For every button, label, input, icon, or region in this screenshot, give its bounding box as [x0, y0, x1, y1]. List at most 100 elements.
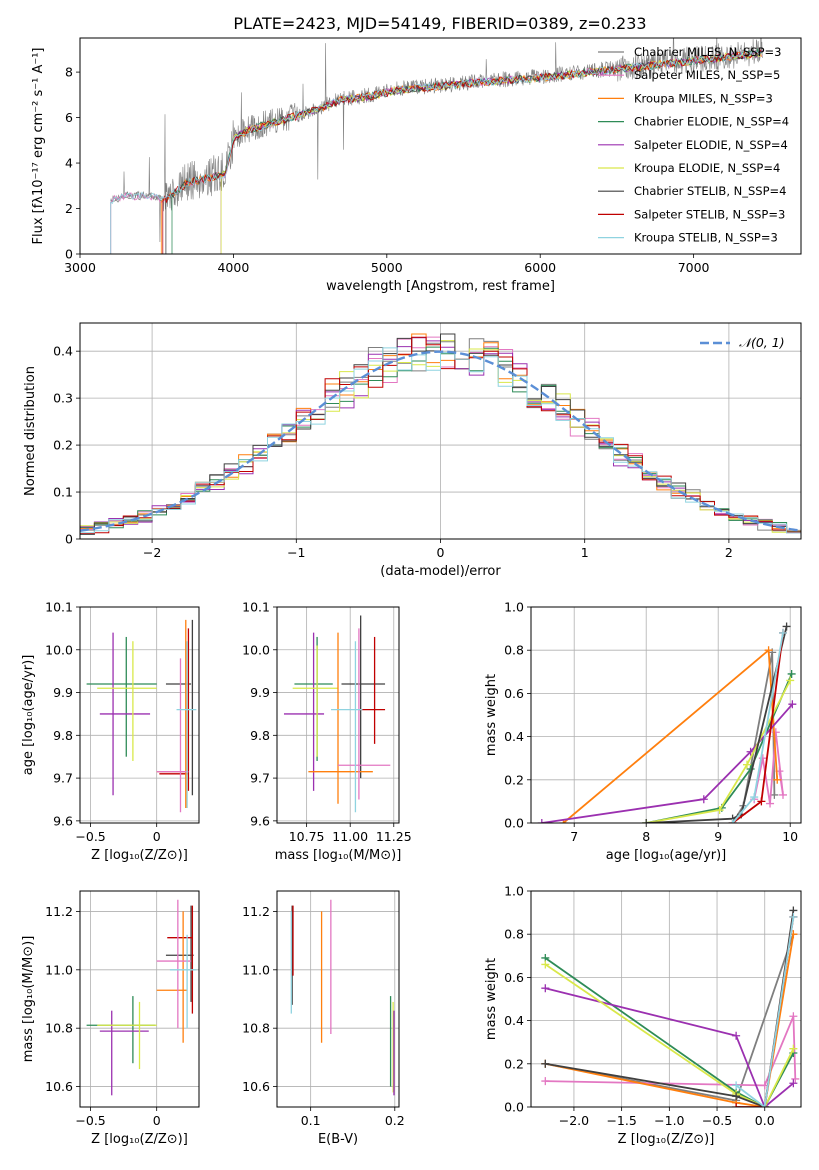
weight-marker — [787, 669, 796, 678]
weight-line — [545, 1015, 797, 1087]
plot-area — [283, 615, 391, 813]
plot-area — [290, 899, 395, 1096]
x-tick-label: 10.75 — [289, 829, 325, 844]
legend-label: Chabrier STELIB, N_SSP=4 — [634, 184, 786, 198]
chart-spectrum: 3000 4000 5000 6000 7000 0 2 4 6 8 wavelength [Ang… — [31, 37, 802, 294]
model-spectrum — [220, 50, 763, 254]
x-tick-label: −2.0 — [559, 1113, 589, 1128]
axes-border — [276, 606, 400, 824]
y-tick-label: 10.0 — [45, 642, 73, 657]
weight-marker — [766, 799, 775, 808]
axes-border — [530, 890, 802, 1108]
x-tick-label: 2 — [725, 545, 733, 560]
weight-marker — [750, 793, 759, 802]
axes-border — [79, 37, 802, 255]
y-tick-label: 11.2 — [45, 904, 73, 919]
y-tick-label: 10.6 — [45, 1079, 73, 1094]
model-spectrum — [110, 50, 763, 254]
weight-marker — [757, 797, 766, 806]
y-tick-label: 0.4 — [504, 1013, 524, 1028]
x-tick-label: 0 — [437, 545, 445, 560]
weight-line — [544, 957, 795, 1107]
y-tick-label: 0 — [65, 247, 73, 262]
weight-marker — [743, 760, 751, 769]
legend-label: Salpeter STELIB, N_SSP=3 — [634, 207, 785, 221]
y-tick-label: 0.3 — [53, 391, 73, 406]
x-axis-label: wavelength [Angstrom, rest frame] — [326, 279, 555, 294]
y-axis-label: mass [log₁₀(M/M⊙)] — [21, 936, 36, 1063]
legend: Chabrier MILES, N_SSP=3 Salpeter MILES, N… — [598, 45, 789, 245]
normal-curve — [80, 350, 799, 532]
weight-marker — [642, 819, 651, 823]
weight-marker — [715, 806, 724, 815]
chart-age_vs_Z: −0.5 0 9.6 9.7 9.8 9.9 10.0 10.1 Z [log₁₀(Z/Z⊙)]… — [21, 600, 200, 863]
legend-label: Salpeter MILES, N_SSP=5 — [634, 68, 780, 82]
x-tick-label: 9 — [714, 829, 722, 844]
x-axis-label: age [log₁₀(age/yr)] — [606, 848, 727, 863]
y-tick-label: 9.8 — [53, 728, 73, 743]
legend-label: Kroupa ELODIE, N_SSP=4 — [634, 161, 780, 175]
weight-marker — [699, 795, 708, 804]
y-tick-label: 9.7 — [53, 771, 73, 786]
axes-frame: −2 −1 0 1 2 0 0.1 0.2 0.3 0.4 (data-model)/error No… — [23, 322, 802, 579]
weight-marker — [764, 646, 773, 655]
x-tick-label: −1 — [287, 545, 305, 560]
weight-marker — [728, 819, 737, 823]
y-tick-label: 1.0 — [504, 600, 524, 615]
weight-marker — [541, 1059, 550, 1068]
chart-age_vs_mass: 10.75 11.00 11.25 9.6 9.7 9.8 9.9 10.0 10.1 mass … — [242, 600, 412, 864]
weight-marker — [541, 1077, 550, 1086]
weight-marker — [773, 775, 782, 784]
chart-mass_vs_EBV: 0.1 0.2 10.6 10.8 11.0 11.2 E(B-V) — [242, 890, 405, 1147]
gridlines — [80, 891, 199, 1107]
x-tick-label: −1.0 — [654, 1113, 684, 1128]
weight-marker — [789, 1012, 798, 1021]
y-tick-label: 0.4 — [53, 344, 73, 359]
y-tick-label: 0 — [65, 532, 73, 547]
weight-line — [544, 963, 795, 1107]
y-tick-label: 9.9 — [250, 685, 270, 700]
chart-mass_vs_Z: −0.5 0 10.6 10.8 11.0 11.2 Z [log₁₀(Z/Z⊙)] mass… — [21, 890, 200, 1147]
y-tick-label: 11.2 — [242, 904, 270, 919]
weight-marker — [732, 1081, 741, 1090]
y-tick-label: 0.8 — [504, 643, 524, 658]
residual-histogram — [80, 347, 801, 534]
weight-marker — [732, 1103, 741, 1107]
y-tick-label: 10.1 — [45, 600, 73, 615]
x-axis-label: mass [log₁₀(M/M⊙)] — [275, 848, 402, 863]
y-tick-label: 10.1 — [242, 600, 270, 615]
x-tick-label: 7000 — [678, 260, 710, 275]
weight-line — [646, 679, 792, 823]
x-tick-label: 1 — [581, 545, 589, 560]
y-tick-label: 10.6 — [242, 1079, 270, 1094]
x-tick-label: 0 — [153, 1113, 161, 1128]
y-tick-label: 0.0 — [504, 816, 524, 831]
weight-marker — [786, 676, 795, 685]
y-tick-label: 9.6 — [53, 813, 73, 828]
y-tick-label: 0.2 — [504, 772, 524, 787]
x-axis-label: (data-model)/error — [380, 564, 501, 579]
x-tick-label: 11.25 — [376, 829, 412, 844]
weight-marker — [537, 819, 546, 823]
y-tick-label: 1.0 — [504, 884, 524, 899]
legend-label: Chabrier ELODIE, N_SSP=4 — [634, 115, 789, 129]
axes-border — [79, 606, 200, 824]
y-tick-label: 4 — [65, 156, 73, 171]
weight-marker — [788, 700, 797, 709]
x-tick-label: −0.5 — [702, 1113, 732, 1128]
x-axis-label: E(B-V) — [318, 1132, 358, 1147]
axes-frame: 3000 4000 5000 6000 7000 0 2 4 6 8 wavelength [Ang… — [31, 37, 802, 294]
y-tick-label: 11.0 — [45, 962, 73, 977]
y-tick-label: 10.8 — [45, 1021, 73, 1036]
x-tick-label: −0.5 — [75, 1113, 105, 1128]
plot-area — [537, 622, 797, 823]
y-tick-label: 9.9 — [53, 685, 73, 700]
plot-area — [86, 899, 197, 1096]
x-tick-label: 0 — [153, 829, 161, 844]
y-tick-label: 10.0 — [242, 642, 270, 657]
plot-area — [86, 619, 197, 813]
x-axis-label: Z [log₁₀(Z/Z⊙)] — [91, 1132, 188, 1147]
x-axis-label: Z [log₁₀(Z/Z⊙)] — [618, 1132, 715, 1147]
x-tick-label: 11.00 — [332, 829, 368, 844]
